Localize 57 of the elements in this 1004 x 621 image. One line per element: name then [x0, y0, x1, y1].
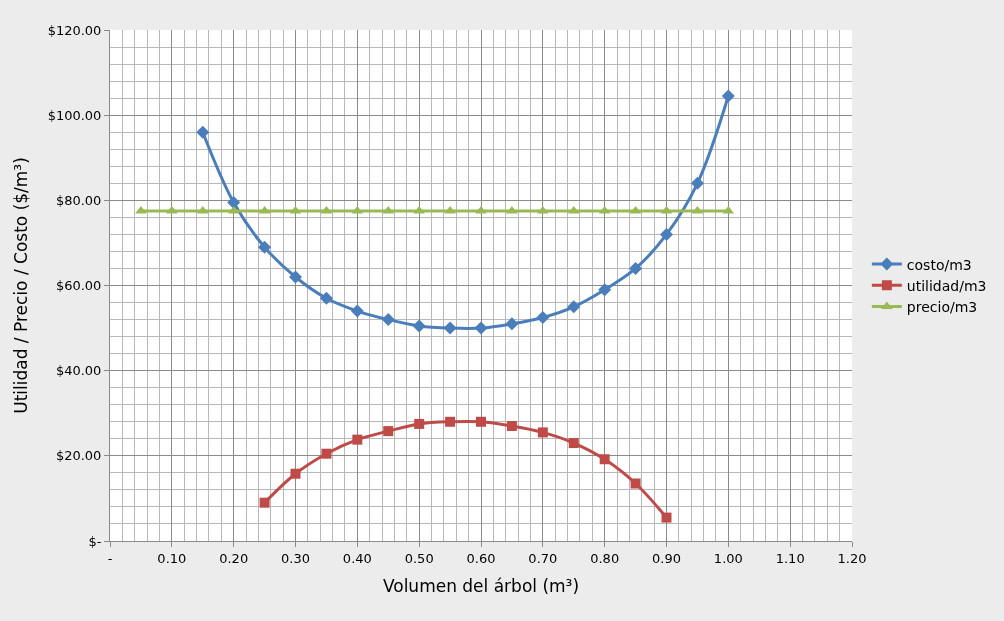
x-tick-label: 0.70 [528, 550, 558, 566]
x-tick-label: 1.20 [837, 550, 867, 566]
y-axis-title: Utilidad / Precio / Costo ($/m³) [11, 157, 32, 414]
point [505, 317, 519, 331]
point [196, 125, 210, 139]
point [290, 468, 301, 479]
point [289, 270, 302, 284]
point [567, 300, 581, 314]
point [414, 418, 425, 429]
point [476, 416, 486, 427]
x-tick-label: 1.00 [713, 550, 743, 566]
point [660, 227, 673, 241]
point [661, 512, 672, 523]
point [445, 416, 456, 427]
x-tick-label: 0.60 [466, 550, 496, 566]
x-tick-label: 0.80 [590, 550, 620, 566]
point [350, 304, 364, 318]
point [536, 310, 550, 324]
y-tick-label: $80.00 [55, 192, 102, 208]
x-tick-label: 0.40 [342, 550, 372, 566]
x-tick-label: 0.20 [219, 550, 249, 566]
point [321, 448, 332, 459]
y-tick-label: $100.00 [47, 107, 102, 123]
point [630, 478, 641, 489]
x-tick-label: 0.10 [157, 550, 187, 566]
point [383, 426, 394, 437]
y-tick-label: $20.00 [55, 448, 102, 464]
point [227, 195, 241, 209]
point [381, 313, 395, 327]
point [506, 421, 517, 432]
y-tick-label: $40.00 [55, 363, 102, 379]
y-tick-label: $- [88, 533, 102, 549]
point [629, 261, 643, 275]
point [352, 434, 363, 445]
legend-label: precio/m3 [906, 298, 978, 315]
point [598, 283, 612, 297]
point [412, 319, 426, 333]
point [690, 176, 704, 190]
y-tick-label: $120.00 [47, 22, 102, 38]
point [537, 427, 548, 438]
legend-label: utilidad/m3 [906, 277, 987, 294]
legend-label: costo/m3 [906, 256, 972, 273]
point [319, 291, 333, 305]
point [599, 454, 610, 465]
x-tick-label: 1.10 [775, 550, 805, 566]
x-axis-title: Volumen del árbol (m³) [382, 576, 580, 596]
point [258, 240, 272, 254]
x-tick-label: 0.50 [404, 550, 434, 566]
y-tick-label: $60.00 [55, 278, 102, 294]
point [259, 497, 270, 508]
x-tick-label: 0.90 [652, 550, 681, 566]
x-tick-label: - [107, 550, 113, 566]
point [721, 89, 735, 103]
point [568, 438, 579, 449]
point [443, 321, 457, 335]
point [474, 321, 488, 335]
x-tick-label: 0.30 [281, 550, 310, 566]
